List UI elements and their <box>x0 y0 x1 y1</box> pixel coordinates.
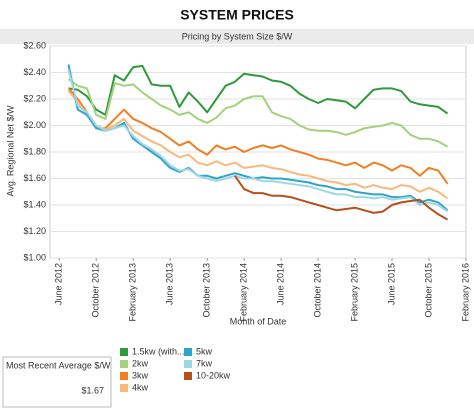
y-tick-label: $2.60 <box>23 40 46 50</box>
legend-swatch <box>184 348 192 356</box>
x-tick-label: June 2014 <box>275 263 285 305</box>
legend-label: 7kw <box>196 358 213 368</box>
chart-subtitle: Pricing by System Size $/W <box>182 31 293 41</box>
y-axis-label: Avg. Regional Net $/W <box>5 105 15 196</box>
y-tick-label: $2.20 <box>23 93 46 103</box>
legend-label: 3kw <box>132 370 149 380</box>
x-tick-label: June 2015 <box>386 263 396 305</box>
series-line <box>234 175 448 221</box>
series-line <box>67 69 449 213</box>
legend-label: 10-20kw <box>196 370 231 380</box>
x-tick-label: February 2015 <box>349 263 359 322</box>
y-tick-label: $1.20 <box>23 226 46 236</box>
y-tick-label: $2.00 <box>23 120 46 130</box>
y-tick-label: $1.60 <box>23 173 46 183</box>
y-tick-label: $1.00 <box>23 252 46 262</box>
y-tick-label: $2.40 <box>23 67 46 77</box>
legend-swatch <box>120 348 128 356</box>
chart-title: SYSTEM PRICES <box>180 7 294 23</box>
series-line <box>68 64 449 116</box>
kpi-box <box>2 356 112 408</box>
legend-swatch <box>120 384 128 392</box>
series-line <box>67 87 449 185</box>
y-tick-label: $1.80 <box>23 146 46 156</box>
kpi-value: $1.67 <box>81 385 104 395</box>
x-tick-label: October 2015 <box>423 263 433 318</box>
subtitle-bar <box>0 29 474 44</box>
legend-label: 4kw <box>132 382 149 392</box>
legend-label: 5kw <box>196 346 213 356</box>
legend-swatch <box>120 360 128 368</box>
series-line <box>67 90 449 200</box>
legend-swatch <box>184 372 192 380</box>
x-tick-label: October 2013 <box>202 263 212 318</box>
x-tick-label: February 2016 <box>460 263 470 322</box>
x-tick-label: June 2013 <box>165 263 175 305</box>
legend-swatch <box>120 372 128 380</box>
x-tick-label: February 2013 <box>128 263 138 322</box>
series-line <box>67 78 448 148</box>
legend-swatch <box>184 360 192 368</box>
series-line <box>67 64 449 212</box>
x-axis-label: Month of Date <box>230 316 287 326</box>
x-tick-label: October 2014 <box>312 263 322 318</box>
legend-label: 1.5kw (with... <box>132 346 185 356</box>
x-tick-label: February 2014 <box>239 263 249 322</box>
legend-label: 2kw <box>132 358 149 368</box>
kpi-label: Most Recent Average $/W <box>6 360 111 370</box>
y-tick-label: $1.40 <box>23 199 46 209</box>
x-tick-label: June 2012 <box>54 263 64 305</box>
x-tick-label: October 2012 <box>91 263 101 318</box>
